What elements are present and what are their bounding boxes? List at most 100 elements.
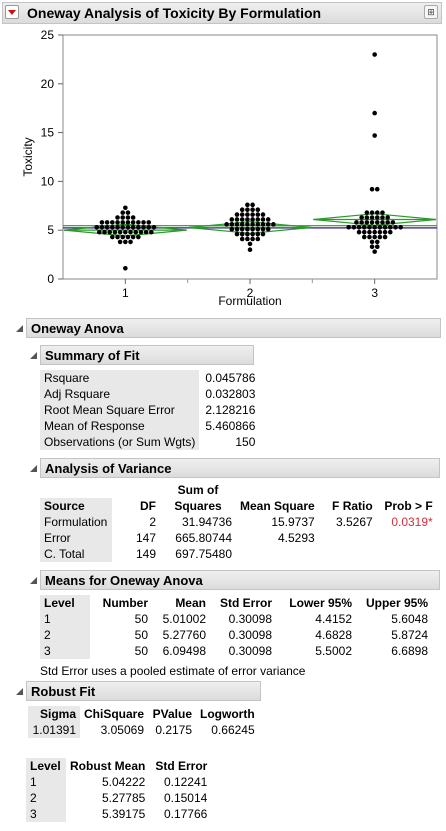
anova-row: Formulation 2 31.94736 15.9737 3.5267 0.0319* — [40, 514, 437, 530]
data-point — [250, 226, 255, 232]
disclosure-icon[interactable] — [16, 688, 23, 695]
data-point — [374, 210, 380, 215]
data-point — [120, 215, 126, 220]
data-point — [229, 222, 235, 227]
data-point — [260, 222, 266, 227]
data-point — [229, 217, 235, 222]
robust-means-row: 3 5.39175 0.17766 — [26, 806, 211, 822]
oneway-plot: 0 5 10 15 20 25 1 2 3 Toxicity Formulation — [21, 28, 438, 308]
disclosure-icon[interactable] — [30, 577, 37, 584]
data-point — [120, 224, 126, 230]
pvalue-value: 0.2175 — [155, 723, 193, 737]
data-point — [128, 239, 133, 245]
means-header[interactable]: Means for Oneway Anova — [40, 570, 440, 590]
y-axis-label: Toxicity — [21, 137, 35, 176]
robust-std-error: 0.17766 — [163, 807, 208, 821]
data-point — [369, 215, 375, 220]
summary-row: Rsquare 0.045786 — [40, 370, 259, 386]
data-point — [250, 231, 255, 237]
col-header-level: Level — [26, 758, 66, 774]
data-point — [369, 210, 375, 215]
data-point — [130, 220, 136, 225]
data-point — [260, 212, 266, 217]
oneway-anova-header[interactable]: Oneway Anova — [26, 318, 441, 338]
summary-row: Adj Rsquare 0.032803 — [40, 386, 259, 402]
data-point — [255, 222, 261, 227]
data-point — [110, 234, 115, 240]
x-tick-label: 2 — [247, 286, 254, 300]
data-point — [234, 217, 240, 222]
data-point — [245, 212, 250, 217]
col-header-source: Source — [40, 498, 112, 514]
summary-value: 0.045786 — [205, 371, 256, 385]
data-point — [372, 110, 377, 116]
col-header-prob-f: Prob > F — [384, 499, 433, 513]
col-header-squares: Squares — [174, 499, 222, 513]
means-std-error: 0.30098 — [228, 644, 272, 658]
data-point — [123, 239, 128, 245]
data-point — [245, 236, 250, 242]
data-point — [255, 212, 261, 217]
summary-row: Root Mean Square Error 2.128216 — [40, 402, 259, 418]
summary-value: 150 — [235, 435, 256, 449]
means-level: 3 — [40, 643, 90, 659]
data-point — [128, 229, 133, 235]
data-point — [374, 244, 380, 250]
data-point — [398, 224, 403, 230]
y-tick-label: 15 — [41, 126, 55, 140]
summary-of-fit-title: Summary of Fit — [45, 347, 140, 363]
data-point — [245, 222, 250, 227]
analysis-of-variance-header[interactable]: Analysis of Variance — [40, 458, 440, 478]
data-point — [239, 222, 245, 227]
summary-of-fit-header[interactable]: Summary of Fit — [40, 345, 254, 365]
robust-level: 2 — [26, 790, 66, 806]
data-point — [380, 220, 385, 225]
robust-fit-title: Robust Fit — [31, 683, 96, 699]
anova-source: Error — [40, 530, 112, 546]
data-point — [123, 265, 128, 271]
data-point — [149, 229, 154, 235]
data-point — [369, 220, 375, 225]
means-mean: 6.09498 — [162, 644, 206, 658]
data-point — [250, 222, 255, 227]
data-point — [255, 207, 261, 213]
robust-level: 3 — [26, 806, 66, 822]
data-point — [130, 234, 136, 240]
anova-mean-square — [236, 546, 319, 562]
summary-label: Adj Rsquare — [40, 386, 200, 402]
disclosure-icon[interactable] — [30, 352, 37, 359]
data-point — [374, 186, 380, 192]
data-point — [346, 224, 351, 230]
anova-prob-f — [377, 530, 437, 546]
disclosure-icon[interactable] — [16, 325, 23, 332]
data-point — [260, 226, 266, 232]
data-point — [94, 224, 100, 230]
data-point — [271, 222, 276, 227]
data-point — [250, 217, 255, 222]
data-point — [110, 220, 115, 225]
data-point — [367, 224, 372, 230]
data-point — [239, 231, 245, 237]
data-point — [369, 186, 375, 192]
data-point — [255, 226, 261, 232]
data-point — [125, 224, 131, 230]
col-header-chisquare: ChiSquare — [84, 707, 145, 721]
data-point — [372, 133, 377, 138]
data-point — [224, 222, 229, 227]
means-std-error: 0.30098 — [228, 628, 272, 642]
data-point — [260, 231, 266, 237]
report-title-header[interactable]: Oneway Analysis of Toxicity By Formulati… — [2, 2, 442, 24]
means-lower-95: 4.4152 — [315, 612, 352, 626]
robust-fit-header[interactable]: Robust Fit — [26, 681, 261, 701]
disclosure-icon[interactable] — [30, 465, 37, 472]
sigma-value: 1.01391 — [28, 722, 80, 738]
means-level: 1 — [40, 611, 90, 627]
col-header-sum-of: Sum of — [177, 483, 219, 497]
data-point — [359, 220, 364, 225]
data-point — [120, 220, 126, 225]
report-title: Oneway Analysis of Toxicity By Formulati… — [27, 5, 322, 21]
y-tick-label: 25 — [41, 28, 55, 42]
report-options-icon[interactable]: ⊞ — [424, 5, 438, 19]
red-triangle-menu-icon[interactable] — [5, 5, 19, 19]
data-point — [351, 224, 357, 230]
